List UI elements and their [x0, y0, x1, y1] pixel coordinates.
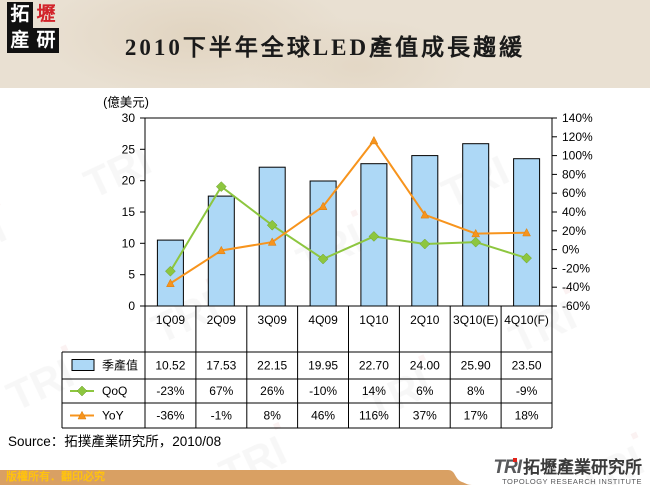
svg-text:22.70: 22.70	[359, 359, 389, 373]
svg-text:100%: 100%	[562, 149, 593, 163]
svg-text:22.15: 22.15	[257, 359, 287, 373]
svg-text:60%: 60%	[562, 186, 586, 200]
svg-text:季產值: 季產值	[102, 358, 138, 373]
svg-text:14%: 14%	[362, 384, 386, 398]
svg-text:23.50: 23.50	[512, 359, 542, 373]
svg-text:-20%: -20%	[562, 261, 590, 275]
svg-text:120%: 120%	[562, 130, 593, 144]
svg-text:20: 20	[122, 174, 136, 188]
svg-text:37%: 37%	[413, 409, 437, 423]
svg-text:0%: 0%	[562, 243, 580, 257]
svg-text:-1%: -1%	[211, 409, 233, 423]
svg-text:46%: 46%	[311, 409, 335, 423]
svg-text:18%: 18%	[515, 409, 539, 423]
svg-text:3Q10(E): 3Q10(E)	[453, 313, 498, 327]
svg-text:25.90: 25.90	[461, 359, 491, 373]
svg-text:5: 5	[128, 268, 135, 282]
svg-text:4Q10(F): 4Q10(F)	[504, 313, 549, 327]
svg-text:1Q10: 1Q10	[359, 313, 389, 327]
svg-text:17.53: 17.53	[206, 359, 236, 373]
svg-text:3Q09: 3Q09	[258, 313, 288, 327]
svg-text:8%: 8%	[467, 384, 485, 398]
svg-text:-36%: -36%	[156, 409, 184, 423]
svg-text:25: 25	[122, 142, 136, 156]
svg-text:8%: 8%	[264, 409, 282, 423]
svg-text:15: 15	[122, 205, 136, 219]
svg-text:4Q09: 4Q09	[308, 313, 338, 327]
svg-text:-9%: -9%	[516, 384, 538, 398]
svg-text:-60%: -60%	[562, 299, 590, 313]
svg-text:140%: 140%	[562, 111, 593, 125]
svg-text:80%: 80%	[562, 167, 586, 181]
svg-text:20%: 20%	[562, 224, 586, 238]
svg-text:40%: 40%	[562, 205, 586, 219]
svg-text:-10%: -10%	[309, 384, 337, 398]
svg-text:10.52: 10.52	[155, 359, 185, 373]
svg-text:19.95: 19.95	[308, 359, 338, 373]
svg-text:1Q09: 1Q09	[156, 313, 186, 327]
svg-text:26%: 26%	[260, 384, 284, 398]
svg-text:2Q09: 2Q09	[207, 313, 237, 327]
svg-text:17%: 17%	[464, 409, 488, 423]
svg-text:10: 10	[122, 236, 136, 250]
svg-text:YoY: YoY	[102, 409, 124, 423]
svg-text:-23%: -23%	[156, 384, 184, 398]
svg-text:(億美元): (億美元)	[103, 96, 149, 110]
svg-text:30: 30	[122, 111, 136, 125]
svg-text:6%: 6%	[416, 384, 434, 398]
svg-text:2Q10: 2Q10	[410, 313, 440, 327]
svg-text:67%: 67%	[209, 384, 233, 398]
svg-text:-40%: -40%	[562, 280, 590, 294]
svg-text:QoQ: QoQ	[102, 384, 127, 398]
svg-text:24.00: 24.00	[410, 359, 440, 373]
svg-text:0: 0	[128, 299, 135, 313]
svg-text:116%: 116%	[359, 409, 389, 423]
